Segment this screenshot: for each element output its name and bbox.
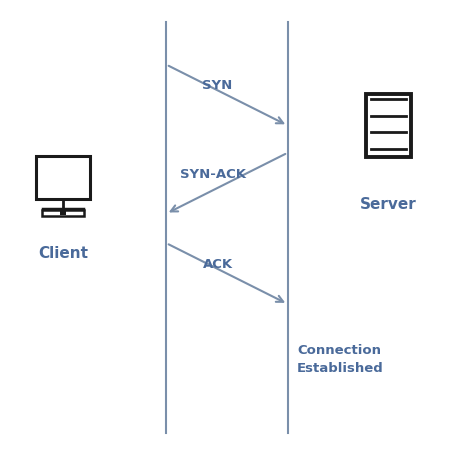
Bar — [37, 157, 90, 199]
Text: SYN-ACK: SYN-ACK — [180, 167, 246, 180]
Text: Client: Client — [38, 246, 88, 261]
Bar — [42, 211, 84, 217]
Bar — [41, 161, 86, 195]
Text: SYN: SYN — [203, 79, 233, 92]
Bar — [366, 95, 411, 158]
Text: Server: Server — [360, 196, 417, 211]
Text: Connection
Established: Connection Established — [297, 343, 384, 374]
Text: ACK: ACK — [203, 258, 233, 270]
Bar — [60, 212, 66, 216]
